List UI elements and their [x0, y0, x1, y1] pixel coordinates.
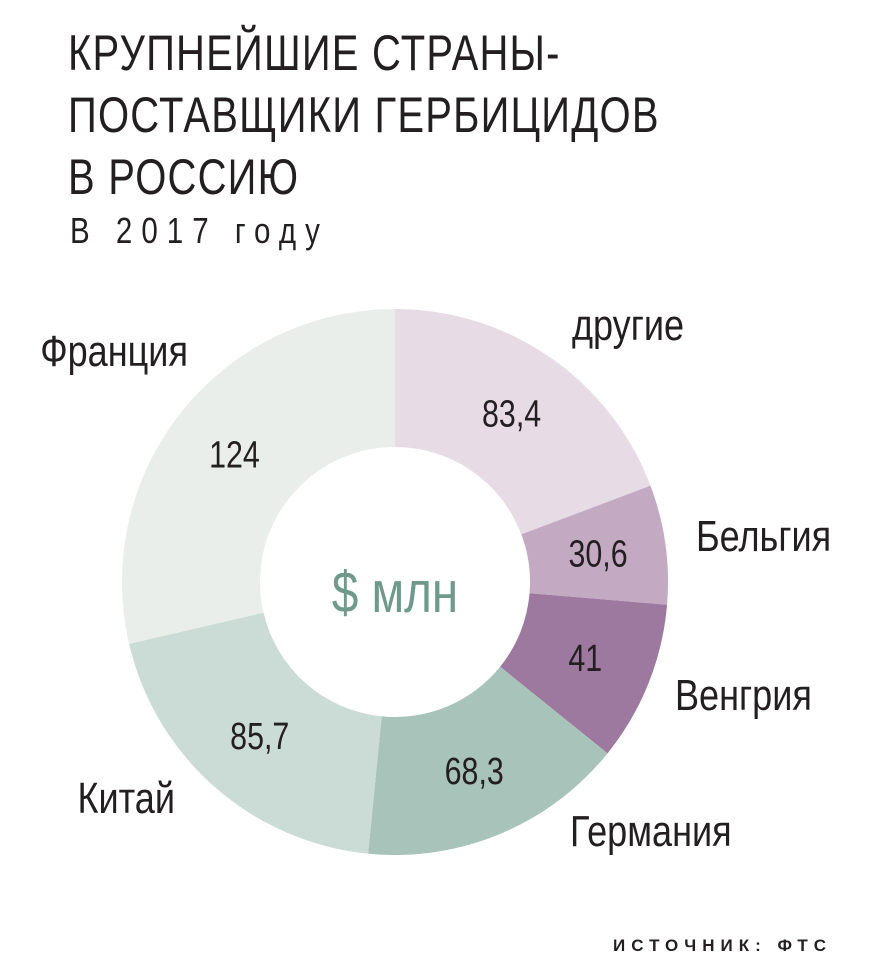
- slice-country-label: Китай: [78, 774, 175, 823]
- value-labels: 83,4 30,6 41 68,3 85,7 124: [209, 393, 628, 793]
- slice-country-label: Бельгия: [696, 512, 831, 561]
- donut-slices: [122, 309, 668, 856]
- country-labels: другие Бельгия Венгрия Германия Китай Франция: [40, 301, 831, 856]
- center-unit-label: $ млн: [332, 561, 458, 626]
- donut-slice-4: [368, 666, 608, 856]
- slice-country-label: Германия: [570, 807, 732, 856]
- chart-subtitle: В 2017 году: [70, 210, 329, 251]
- donut-slice-2: [521, 485, 668, 605]
- donut-slice-6: [122, 309, 396, 644]
- donut-slice-1: [395, 309, 651, 535]
- slice-value-label: 124: [209, 434, 260, 476]
- slice-value-label: 83,4: [482, 393, 541, 435]
- slice-country-label: Франция: [40, 327, 188, 376]
- source-note: ИСТОЧНИК: ФТС: [613, 936, 832, 955]
- donut-slice-3: [500, 593, 668, 754]
- slice-country-label: другие: [572, 301, 684, 350]
- slice-value-label: 85,7: [230, 716, 289, 758]
- slice-country-label: Венгрия: [675, 671, 812, 720]
- chart-title: КРУПНЕЙШИЕ СТРАНЫ- ПОСТАВЩИКИ ГЕРБИЦИДОВ…: [68, 25, 660, 205]
- slice-value-label: 68,3: [445, 751, 504, 793]
- donut-slice-5: [129, 612, 382, 854]
- slice-value-label: 41: [568, 638, 602, 680]
- slice-value-label: 30,6: [568, 534, 627, 576]
